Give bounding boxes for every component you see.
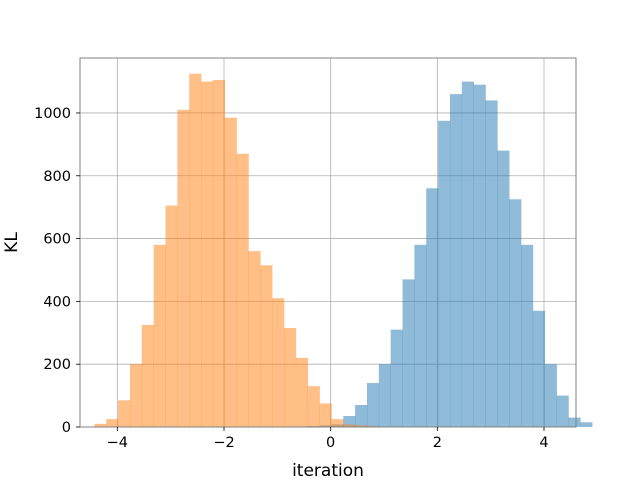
x-tick-label: 2 — [433, 435, 442, 451]
histogram-bar-orange — [260, 265, 273, 427]
x-tick-label: 0 — [326, 435, 335, 451]
histogram-bar-orange — [331, 419, 344, 427]
histogram-bar-orange — [272, 298, 285, 427]
histogram-bar-orange — [319, 403, 332, 427]
histogram-bar-blue — [426, 188, 439, 427]
histogram-bar-orange — [212, 79, 226, 428]
histogram-bar-orange — [153, 244, 166, 427]
histogram-bar-orange — [129, 364, 143, 427]
histogram-bar-blue — [521, 244, 534, 427]
histogram-bar-orange — [295, 357, 309, 427]
histogram-bar-blue — [532, 310, 546, 427]
y-tick-label: 400 — [43, 294, 71, 310]
histogram-bar-blue — [355, 405, 368, 427]
histogram-bar-orange — [141, 324, 154, 427]
histogram-bars — [94, 73, 593, 428]
y-tick-label: 800 — [43, 169, 71, 185]
histogram-bar-blue — [461, 81, 474, 427]
histogram-bar-orange — [106, 419, 119, 427]
x-tick-label: −2 — [213, 435, 234, 451]
histogram-bar-orange — [94, 423, 107, 427]
histogram-bar-orange — [355, 425, 368, 427]
y-tick-label: 1000 — [34, 106, 71, 122]
y-tick-label: 200 — [43, 357, 71, 373]
y-tick-label: 0 — [62, 420, 71, 436]
histogram-bar-orange — [165, 205, 178, 427]
histogram-bar-orange — [177, 109, 190, 428]
histogram-bar-orange — [248, 251, 261, 427]
histogram-bar-blue — [509, 199, 522, 427]
histogram-bar-blue — [556, 395, 569, 427]
histogram-bar-blue — [568, 417, 581, 427]
histogram-bar-orange — [201, 81, 214, 427]
histogram-bar-orange — [284, 328, 297, 427]
histogram-bar-orange — [118, 400, 131, 427]
y-axis-title: KL — [2, 232, 22, 253]
histogram-bar-blue — [497, 150, 510, 427]
histogram-bar-orange — [236, 153, 249, 428]
plot-frame — [79, 57, 577, 428]
x-axis-title: iteration — [292, 461, 364, 480]
histogram-bar-blue — [402, 279, 415, 427]
histogram-bar-blue — [485, 100, 498, 427]
histogram-bar-blue — [390, 329, 403, 427]
histogram-bar-orange — [189, 73, 202, 428]
histogram-bar-blue — [414, 244, 427, 427]
histogram-bar-orange — [307, 386, 320, 427]
histogram-bar-blue — [378, 364, 391, 427]
histogram-bar-orange — [343, 424, 356, 427]
histogram-bar-blue — [449, 94, 463, 427]
x-tick-label: −4 — [107, 435, 128, 451]
y-tick-label: 600 — [43, 232, 71, 248]
histogram-bar-blue — [366, 383, 380, 427]
histogram-bar-orange — [224, 117, 237, 427]
histogram-bar-blue — [544, 364, 557, 427]
histogram-bar-blue — [438, 120, 451, 428]
histogram-bar-blue — [473, 84, 486, 428]
histogram-bar-blue — [580, 422, 593, 427]
histogram-bar-blue — [343, 416, 356, 427]
axis-ticks: −4 −2 0 2 4 0 200 400 600 800 1000 — [34, 106, 549, 451]
x-tick-label: 4 — [539, 435, 548, 451]
